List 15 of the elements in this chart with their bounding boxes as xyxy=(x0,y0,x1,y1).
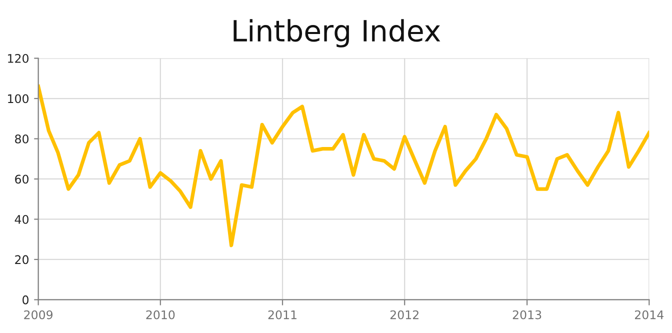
y-tick-label: 120 xyxy=(8,54,28,63)
x-tick-label: 2013 xyxy=(512,310,542,320)
x-tick-label: 2010 xyxy=(146,310,175,320)
y-tick-label: 40 xyxy=(14,214,28,224)
y-tick-label: 80 xyxy=(15,134,28,144)
y-tick-label: 100 xyxy=(8,94,28,104)
y-tick-label: 0 xyxy=(22,295,28,304)
x-tick-label: 2011 xyxy=(268,310,296,320)
y-tick-label: 20 xyxy=(15,255,28,264)
chart-title: Lintberg Index xyxy=(234,19,440,48)
line-series xyxy=(38,84,650,248)
x-tick-label: 2014 xyxy=(634,310,664,320)
y-tick-label: 60 xyxy=(15,174,28,184)
x-tick-label: 2012 xyxy=(390,310,418,320)
x-tick-label: 2009 xyxy=(24,310,52,320)
